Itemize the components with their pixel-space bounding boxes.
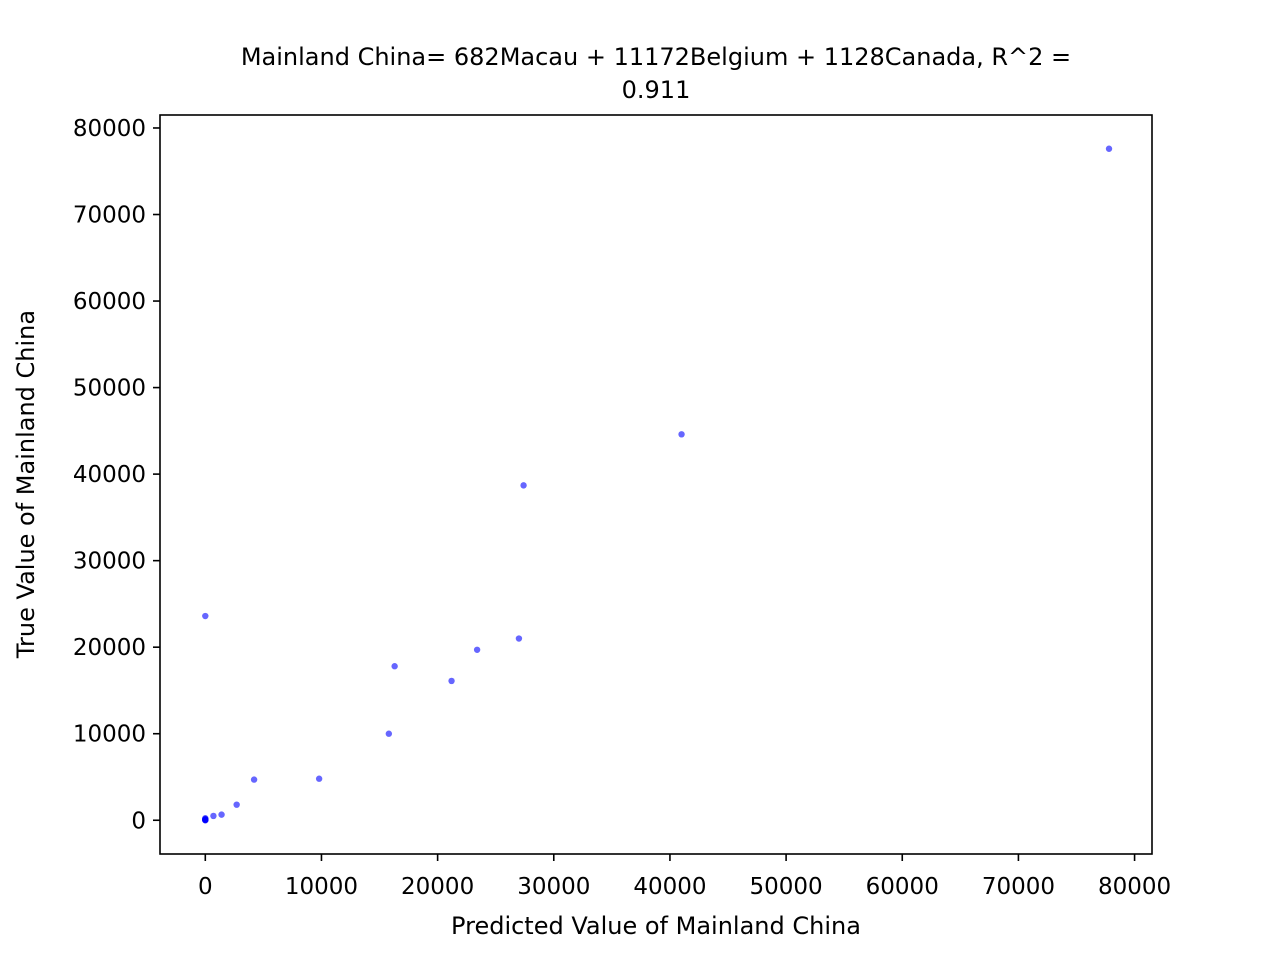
data-point xyxy=(202,815,209,822)
data-point xyxy=(473,646,481,653)
data-point xyxy=(202,612,209,620)
x-axis-ticks: 0 10000 20000 30000 40000 50000 60000 70000 8000… xyxy=(198,854,1171,900)
data-point xyxy=(1105,145,1113,152)
x-tick-label: 60000 xyxy=(866,874,939,900)
y-axis-label: True Value of Mainland China xyxy=(12,310,40,659)
x-tick-label: 80000 xyxy=(1098,874,1171,900)
x-tick-label: 0 xyxy=(198,874,213,900)
data-point xyxy=(678,431,685,438)
x-tick-label: 10000 xyxy=(285,874,358,900)
x-tick-label: 20000 xyxy=(401,874,474,900)
x-tick-label: 70000 xyxy=(982,874,1055,900)
y-axis-ticks: 0 10000 20000 30000 40000 50000 60000 70000 8000… xyxy=(73,116,160,834)
x-tick-label: 30000 xyxy=(517,874,590,900)
chart-title-line2: 0.911 xyxy=(622,76,691,104)
y-tick-label: 30000 xyxy=(73,549,146,575)
data-point xyxy=(250,776,258,783)
y-tick-label: 60000 xyxy=(73,289,146,315)
y-tick-label: 0 xyxy=(131,808,146,834)
data-point xyxy=(391,663,398,670)
data-points xyxy=(202,145,1113,824)
data-point xyxy=(385,730,393,737)
y-tick-label: 80000 xyxy=(73,116,146,142)
data-point xyxy=(218,811,225,818)
y-tick-label: 70000 xyxy=(73,203,146,229)
chart-title-line1: Mainland China= 682Macau + 11172Belgium … xyxy=(241,43,1071,71)
data-point xyxy=(315,775,323,782)
data-point xyxy=(233,801,240,808)
y-tick-label: 40000 xyxy=(73,462,146,488)
data-point xyxy=(520,482,527,489)
data-point xyxy=(515,635,523,642)
y-tick-label: 10000 xyxy=(73,722,146,748)
data-point xyxy=(210,812,217,820)
x-axis-label: Predicted Value of Mainland China xyxy=(451,912,861,940)
data-point xyxy=(448,677,455,685)
x-tick-label: 50000 xyxy=(750,874,823,900)
y-tick-label: 20000 xyxy=(73,635,146,661)
plot-area-frame xyxy=(159,114,1153,855)
x-tick-label: 40000 xyxy=(633,874,706,900)
y-tick-label: 50000 xyxy=(73,376,146,402)
